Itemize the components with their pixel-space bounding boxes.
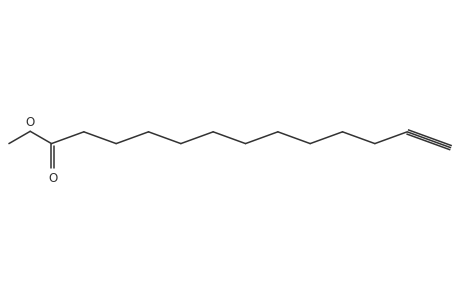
Text: O: O [48,172,57,184]
Text: O: O [26,116,35,130]
